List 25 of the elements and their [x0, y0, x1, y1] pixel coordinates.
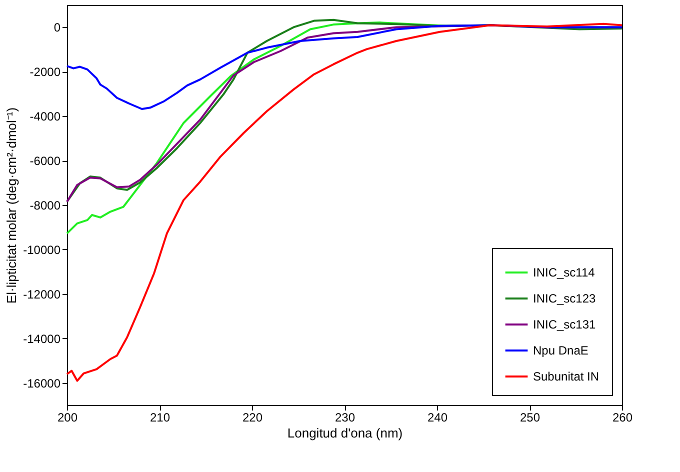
legend-label: INIC_sc123	[533, 292, 596, 306]
x-tick-label: 230	[334, 410, 356, 424]
x-tick-label: 240	[427, 410, 448, 424]
legend-label: INIC_sc114	[533, 266, 596, 280]
x-tick-label: 250	[520, 410, 540, 424]
legend-label: Npu DnaE	[533, 344, 588, 358]
y-tick-label: -14000	[23, 332, 61, 346]
y-axis-title: El·lipticitat molar (deg·cm²·dmol⁻¹)	[4, 107, 20, 304]
x-tick-label: 200	[57, 410, 78, 424]
legend-label: Subunitat IN	[533, 370, 600, 384]
y-tick-label: -16000	[23, 376, 61, 390]
legend-label: INIC_sc131	[533, 318, 596, 332]
y-tick-label: -12000	[23, 287, 61, 302]
x-tick-label: 220	[242, 410, 263, 424]
x-tick-label: 260	[612, 410, 633, 424]
y-tick-label: -2000	[30, 65, 61, 80]
y-tick-label: -6000	[30, 154, 61, 168]
x-tick-label: 210	[150, 410, 170, 424]
y-tick-label: -10000	[23, 242, 61, 257]
y-tick-label: -8000	[30, 198, 61, 212]
y-tick-label: 0	[54, 20, 61, 35]
line-series	[66, 22, 623, 382]
y-tick-label: -4000	[30, 110, 61, 124]
line-series	[66, 24, 623, 110]
x-axis-title: Longitud d'ona (nm)	[287, 426, 403, 440]
